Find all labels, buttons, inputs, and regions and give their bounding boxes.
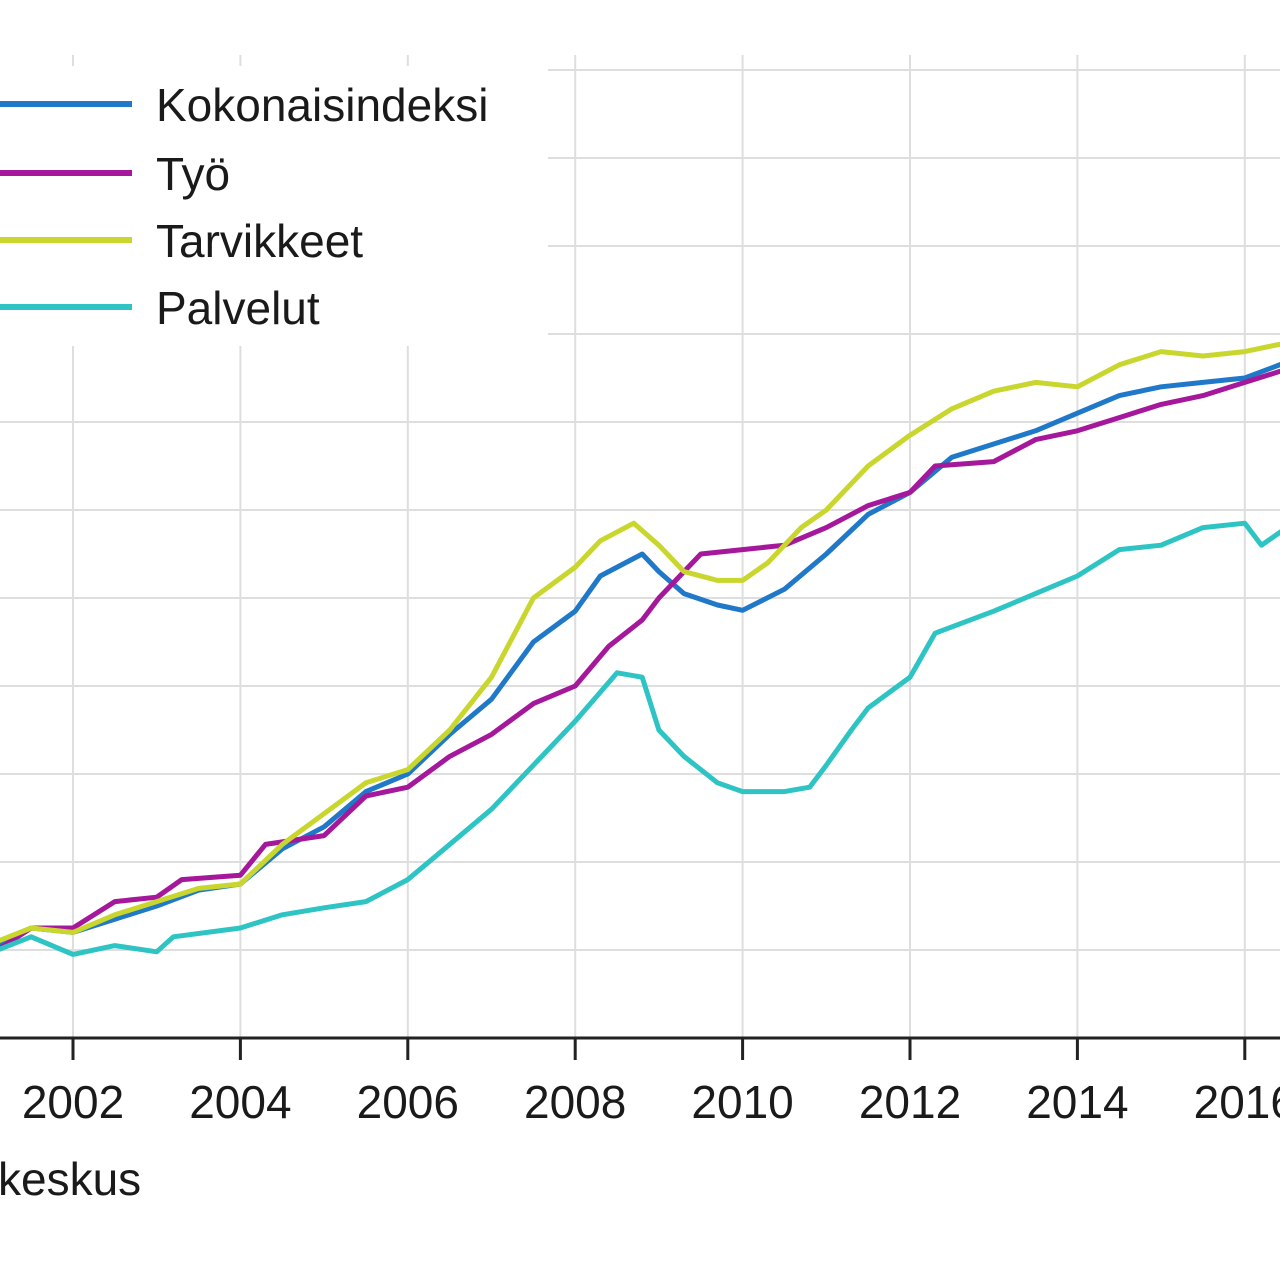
legend-box bbox=[0, 66, 548, 346]
legend-item-tarvikkeet: Tarvikkeet bbox=[0, 215, 363, 267]
series-line-ty- bbox=[0, 368, 1280, 952]
x-tick-label: 2014 bbox=[1026, 1076, 1128, 1128]
x-tick-label: 2010 bbox=[691, 1076, 793, 1128]
x-tick-label: 2012 bbox=[859, 1076, 961, 1128]
legend-item-palvelut: Palvelut bbox=[0, 282, 320, 334]
x-tick-label: 2006 bbox=[357, 1076, 459, 1128]
x-tick-label: 2004 bbox=[189, 1076, 291, 1128]
x-tick-label: 2002 bbox=[22, 1076, 124, 1128]
legend-item-kokonaisindeksi: Kokonaisindeksi bbox=[0, 79, 488, 131]
x-tick-label: 2016 bbox=[1194, 1076, 1280, 1128]
series-line-kokonaisindeksi bbox=[0, 362, 1280, 948]
legend-label-kokonaisindeksi: Kokonaisindeksi bbox=[156, 79, 488, 131]
plot-lines bbox=[0, 341, 1280, 957]
legend-label-palvelut: Palvelut bbox=[156, 282, 320, 334]
legend-label-tarvikkeet: Tarvikkeet bbox=[156, 215, 363, 267]
grid-lines bbox=[0, 55, 1280, 1038]
series-line-tarvikkeet bbox=[0, 341, 1280, 943]
legend: Kokonaisindeksi Työ Tarvikkeet Palvelut bbox=[0, 66, 548, 346]
x-ticks: 2002 2004 2006 2008 2010 2012 2014 2016 bbox=[22, 1038, 1280, 1128]
legend-item-tyo: Työ bbox=[0, 148, 230, 200]
series-line-palvelut bbox=[0, 520, 1280, 957]
source-note: keskus bbox=[0, 1153, 142, 1205]
x-tick-label: 2008 bbox=[524, 1076, 626, 1128]
legend-label-tyo: Työ bbox=[156, 148, 230, 200]
